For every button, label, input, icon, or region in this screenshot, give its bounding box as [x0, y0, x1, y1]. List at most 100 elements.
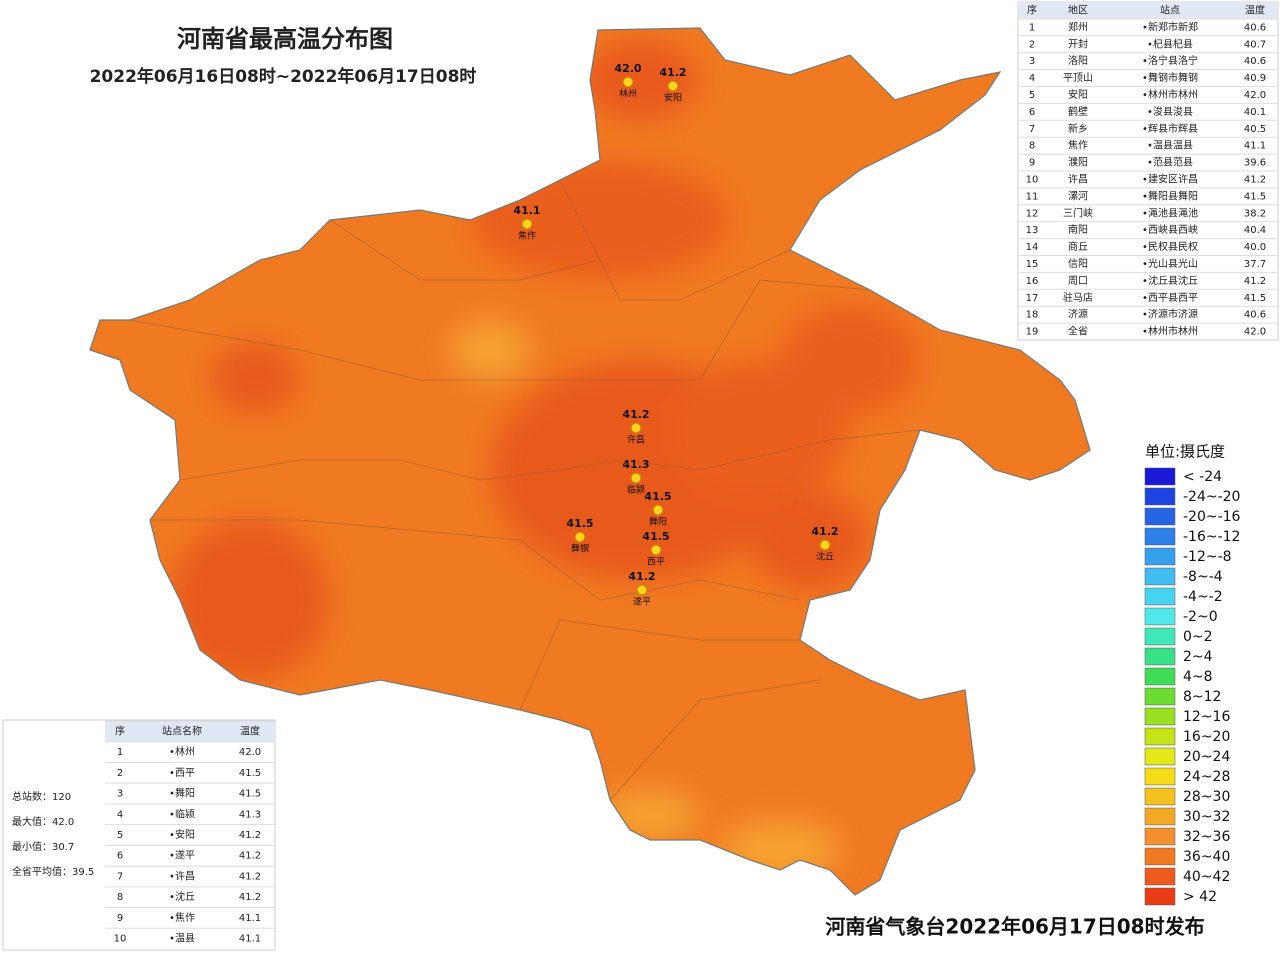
table-cell: 15 [1026, 259, 1039, 270]
station-table-box [2, 719, 276, 951]
table-cell: 14 [1026, 242, 1039, 253]
table-cell: 许昌 [1068, 173, 1088, 185]
table-cell: 安阳 [1068, 88, 1088, 101]
station-dot [630, 472, 642, 484]
table-cell: 18 [1026, 310, 1039, 321]
station-value: 41.2 [628, 570, 655, 583]
table-cell: •临颍 [169, 807, 195, 820]
table-cell: 鹤壁 [1068, 105, 1088, 118]
table-cell: •辉县市辉县 [1142, 122, 1198, 135]
table-cell: 40.6 [1244, 22, 1266, 33]
station-dot [630, 422, 642, 434]
table-cell: •洛宁县洛宁 [1142, 54, 1198, 67]
table-cell: 三门峡 [1063, 206, 1093, 219]
table-cell: •济源市济源 [1142, 308, 1198, 321]
table-cell: •西峡县西峡 [1142, 223, 1198, 236]
table-cell: •渑池县渑池 [1142, 206, 1198, 219]
table-cell: 3 [1029, 56, 1035, 67]
legend-label: 24~28 [1183, 769, 1230, 785]
table-cell: •民权县民权 [1142, 240, 1198, 253]
legend-swatch [1144, 627, 1176, 646]
table-cell: 周口 [1068, 275, 1088, 287]
table-cell: 4 [117, 809, 123, 820]
table-cell: 41.1 [1244, 141, 1266, 152]
table-cell: 11 [1026, 191, 1039, 202]
legend-label: -4~-2 [1183, 589, 1223, 605]
stat: 最大值：42.0 [12, 815, 74, 828]
station-value: 41.1 [513, 204, 540, 217]
station-dot [650, 544, 662, 556]
table-cell: 漯河 [1068, 190, 1088, 202]
legend-swatch [1144, 807, 1176, 826]
table-cell: 开封 [1068, 37, 1088, 50]
station-value: 41.5 [566, 517, 593, 530]
table-cell: 40.0 [1244, 242, 1266, 253]
table-cell: 焦作 [1068, 139, 1088, 152]
station-name: 沈丘 [816, 551, 834, 563]
legend-label: > 42 [1183, 889, 1217, 905]
table-cell: •浚县浚县 [1147, 105, 1193, 118]
table-header: 站点 [1160, 3, 1180, 16]
table-cell: 41.2 [239, 830, 261, 841]
table-cell: 41.5 [1244, 191, 1266, 202]
station-name: 林州 [619, 88, 637, 100]
legend-label: -12~-8 [1183, 549, 1232, 565]
station-dot [652, 504, 664, 516]
table-cell: •林州市林州 [1142, 88, 1198, 101]
table-cell: •西平 [169, 768, 195, 779]
stat: 最小值：30.7 [12, 840, 74, 853]
table-cell: 41.2 [239, 851, 261, 862]
table-cell: •范县范县 [1147, 156, 1193, 169]
legend-label: 30~32 [1183, 809, 1230, 825]
table-header: 序 [115, 724, 125, 737]
legend-swatch [1144, 787, 1176, 806]
station-name: 舞钢 [571, 543, 589, 555]
table-cell: 41.3 [239, 809, 261, 820]
legend-swatch [1144, 607, 1176, 626]
table-cell: •光山县光山 [1142, 257, 1198, 270]
legend-label: 8~12 [1183, 689, 1221, 705]
table-cell: 37.7 [1244, 259, 1266, 270]
table-header: 站点名称 [162, 724, 202, 737]
table-cell: 8 [117, 892, 123, 903]
legend-label: 4~8 [1183, 669, 1213, 685]
legend-label: 40~42 [1183, 869, 1230, 885]
table-cell: •舞钢市舞钢 [1142, 71, 1198, 84]
table-cell: 全省 [1068, 325, 1088, 338]
footer: 河南省气象台2022年06月17日08时发布 [825, 915, 1204, 939]
table-header-bg [1018, 2, 1278, 19]
legend-swatch [1144, 647, 1176, 666]
table-cell: 42.0 [239, 747, 261, 758]
table-cell: 41.2 [239, 871, 261, 882]
table-cell: 1 [117, 747, 123, 758]
table-cell: 2 [117, 768, 123, 779]
table-cell: 5 [1029, 90, 1035, 101]
legend-label: 36~40 [1183, 849, 1230, 865]
table-cell: 40.1 [1244, 107, 1266, 118]
table-cell: 41.2 [1244, 174, 1266, 185]
table-cell: 41.2 [1244, 276, 1266, 287]
table-cell: 41.1 [239, 934, 261, 945]
table-cell: 42.0 [1244, 90, 1266, 101]
stat: 总站数：120 [12, 790, 71, 803]
table-cell: 洛阳 [1068, 54, 1088, 67]
table-header: 地区 [1068, 3, 1088, 16]
table-cell: 41.5 [239, 789, 261, 800]
table-cell: •沈丘 [169, 890, 195, 903]
table-cell: 4 [1029, 73, 1035, 84]
legend-label: 0~2 [1183, 629, 1213, 645]
legend-label: 2~4 [1183, 649, 1213, 665]
table-cell: 40.4 [1244, 225, 1266, 236]
table-cell: 9 [1029, 158, 1035, 169]
table-cell: 2 [1029, 39, 1035, 50]
station-value: 41.5 [642, 530, 669, 543]
table-cell: 41.1 [239, 913, 261, 924]
legend-label: < -24 [1183, 469, 1222, 485]
station-name: 安阳 [664, 92, 682, 104]
station-name: 许昌 [627, 434, 645, 446]
table-cell: 40.6 [1244, 310, 1266, 321]
table-cell: 41.2 [239, 892, 261, 903]
table-header-bg [105, 721, 275, 742]
